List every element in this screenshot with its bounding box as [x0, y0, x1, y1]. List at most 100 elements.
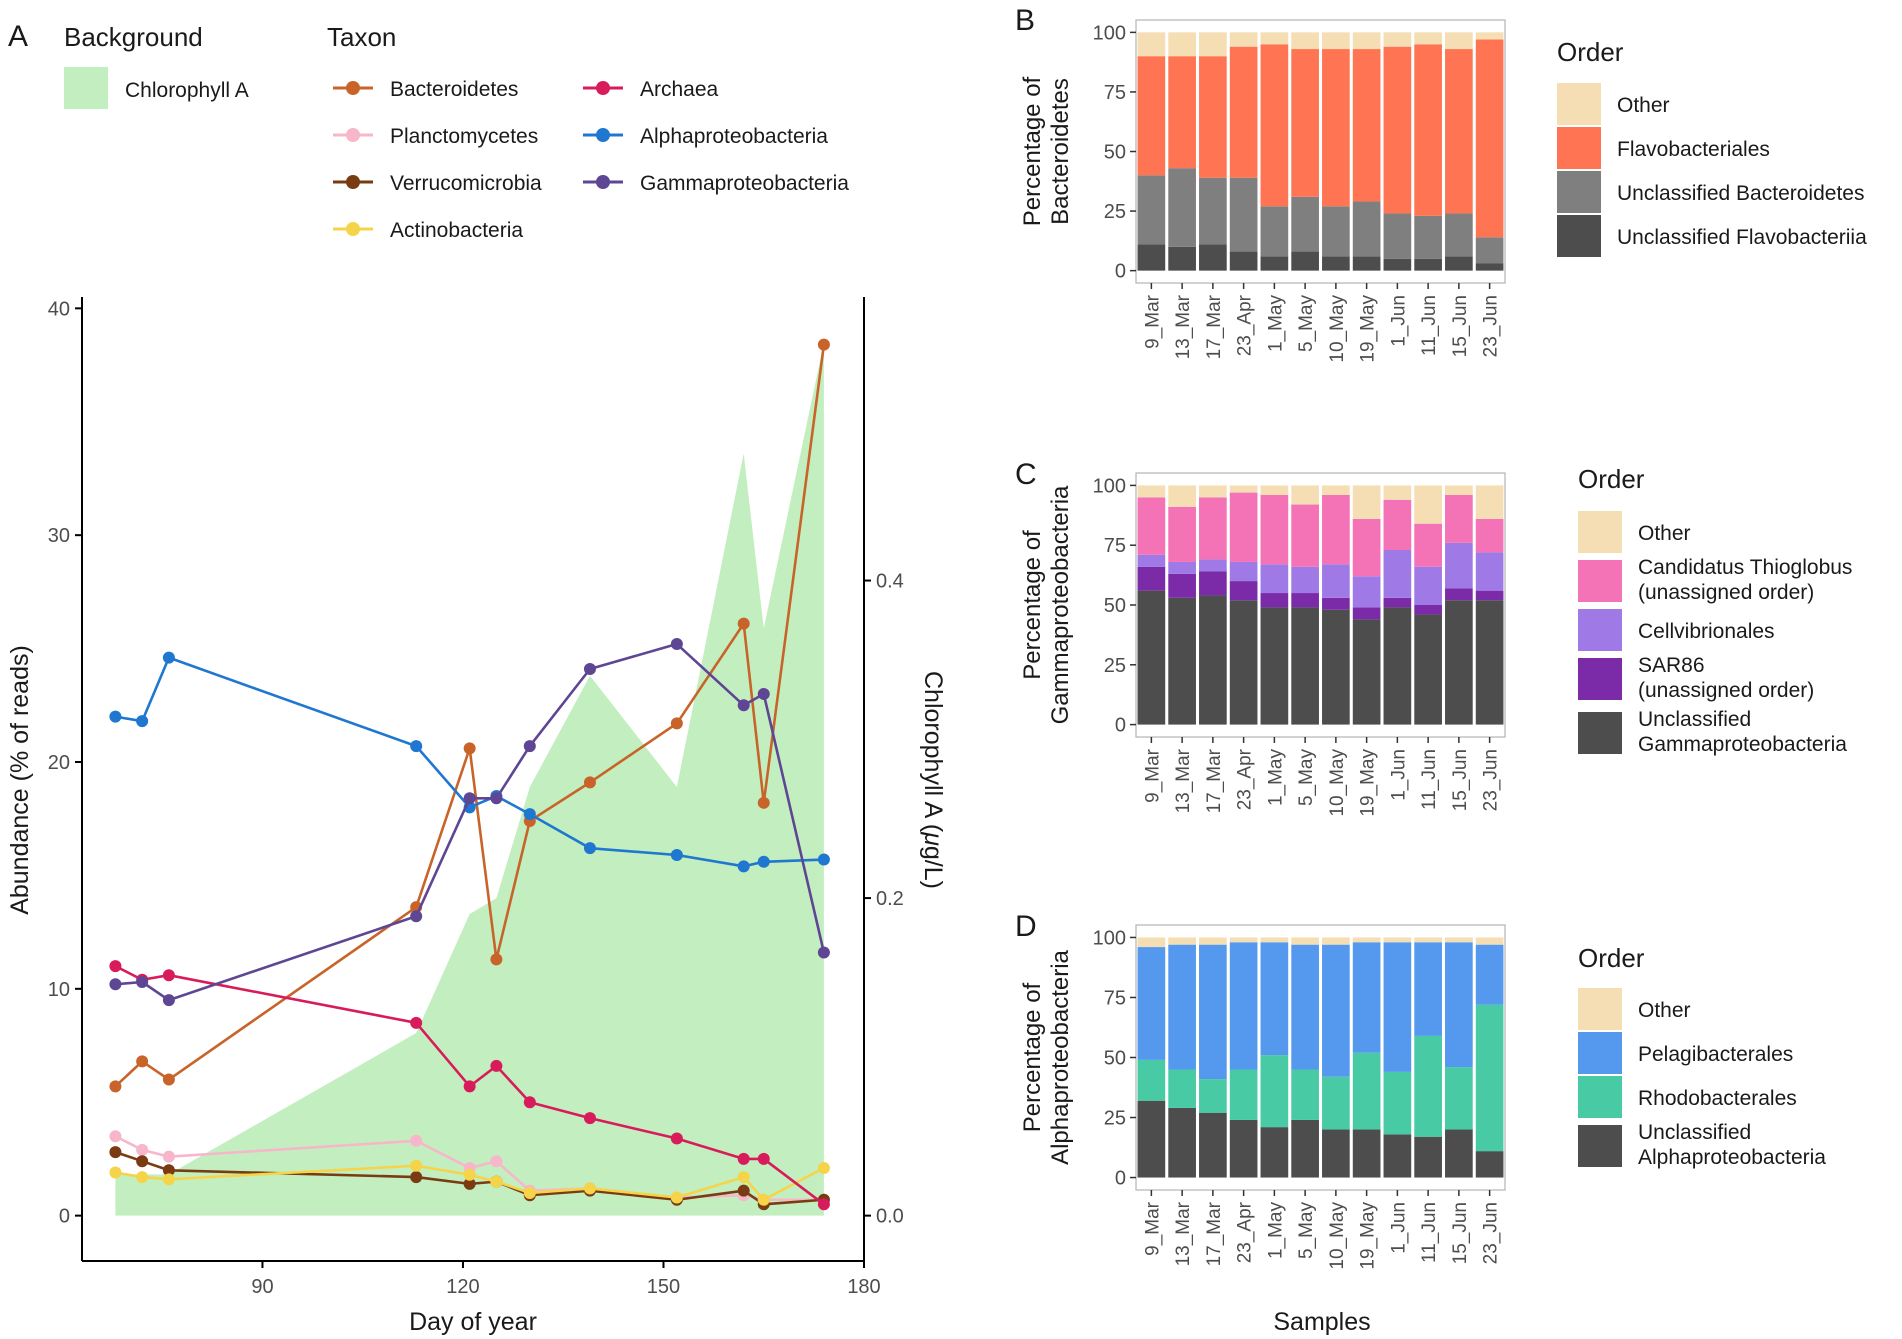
bar-segment-unclassified-bacteroidetes — [1475, 237, 1504, 264]
bar-segment-other — [1229, 32, 1258, 47]
bar-segment-sar86 — [1168, 573, 1196, 598]
bar-segment-sar86 — [1383, 597, 1412, 608]
bar-segment-unclassified-flavobacteriia — [1137, 244, 1166, 271]
sample-label: 19_May — [1358, 749, 1379, 817]
samples-axis-title: Samples — [1273, 1308, 1370, 1336]
bar-segment-other — [1137, 937, 1166, 948]
y-tick-label: 50 — [1104, 595, 1126, 617]
bar-segment-cellvibrionales — [1199, 559, 1227, 572]
sample-label: 13_Mar — [1173, 294, 1194, 359]
data-point-bacteroidetes — [817, 338, 830, 351]
data-point-alphaproteobacteria — [737, 860, 750, 873]
y-tick-label: 0 — [1115, 715, 1126, 737]
y-tick-label: 25 — [1104, 1108, 1126, 1130]
legend-label: Other — [1638, 522, 1691, 545]
bar-segment-rhodobacterales — [1322, 1076, 1350, 1130]
data-point-planctomycetes — [490, 1155, 503, 1168]
bar-segment-unclassified-bacteroidetes — [1137, 175, 1166, 245]
bar-segment-flavobacteriales — [1199, 56, 1227, 178]
bar-segment-cellvibrionales — [1352, 576, 1381, 608]
data-point-bacteroidetes — [490, 953, 503, 966]
bar-segment-cellvibrionales — [1260, 564, 1289, 594]
legend-label: Candidatus Thioglobus — [1638, 556, 1852, 579]
legend-label: Cellvibrionales — [1638, 620, 1775, 643]
y-tick-label: 0 — [59, 1206, 70, 1228]
legend-marker-bacteroidetes — [346, 81, 360, 95]
bar-segment-unclassified-gammaproteobacteria — [1445, 600, 1473, 725]
legend-key-other — [1578, 511, 1622, 553]
bar-segment-pelagibacterales — [1199, 944, 1227, 1080]
bar-segment-other — [1445, 32, 1473, 50]
legend-label: Rhodobacterales — [1638, 1087, 1797, 1110]
sample-label: 1_Jun — [1388, 295, 1409, 347]
bar-segment-unclassified-gammaproteobacteria — [1168, 597, 1196, 725]
bar-segment-unclassified-flavobacteriia — [1445, 256, 1473, 271]
data-point-actinobacteria — [463, 1168, 476, 1181]
bar-segment-flavobacteriales — [1291, 49, 1319, 197]
y2-axis-title: Chlorophyll A (μg/L) — [919, 671, 947, 889]
bar-segment-unclassified-bacteroidetes — [1445, 213, 1473, 257]
legend-key-candidatus-thioglobus — [1578, 560, 1622, 602]
sample-label: 10_May — [1327, 295, 1348, 363]
bar-segment-unclassified-alphaproteobacteria — [1445, 1129, 1473, 1178]
sample-label: 11_Jun — [1419, 749, 1440, 810]
data-point-bacteroidetes — [136, 1055, 149, 1068]
sample-label: 19_May — [1358, 295, 1379, 363]
bar-segment-rhodobacterales — [1137, 1059, 1166, 1101]
bar-segment-other — [1137, 32, 1166, 57]
bar-segment-unclassified-flavobacteriia — [1352, 256, 1381, 271]
chlorophyll-area — [115, 342, 824, 1216]
alphaproteobacteria-bar-chart: 9_Mar 13_Mar 17_Mar 23_Apr 1_May 5_May 10_May 1… — [1019, 924, 1826, 1270]
legend-key-flavobacteriales — [1557, 127, 1601, 169]
data-point-archaea — [109, 960, 122, 973]
bar-segment-candidatus-thioglobus — [1414, 523, 1442, 567]
plot-panel-d — [1135, 924, 1506, 1191]
data-point-bacteroidetes — [737, 617, 750, 630]
bar-segment-unclassified-bacteroidetes — [1260, 206, 1289, 257]
sample-label: 1_May — [1265, 749, 1286, 807]
legend-label-gammaproteobacteria: Gammaproteobacteria — [640, 172, 849, 195]
bar-segment-other — [1291, 485, 1319, 505]
bar-segment-sar86 — [1352, 607, 1381, 620]
y-tick-label: 10 — [48, 979, 70, 1001]
data-point-gammaproteobacteria — [523, 740, 536, 753]
sample-label: 23_Jun — [1481, 295, 1502, 357]
data-point-alphaproteobacteria — [162, 651, 175, 664]
bar-segment-candidatus-thioglobus — [1383, 499, 1412, 550]
bar-segment-unclassified-alphaproteobacteria — [1322, 1129, 1350, 1178]
legend-label: Flavobacteriales — [1617, 138, 1770, 161]
bar-segment-unclassified-alphaproteobacteria — [1260, 1127, 1289, 1178]
bar-segment-candidatus-thioglobus — [1322, 494, 1350, 565]
sample-label: 17_Mar — [1204, 294, 1225, 359]
data-point-verrucomicrobia — [162, 1164, 175, 1177]
bar-segment-other — [1475, 937, 1504, 945]
data-point-gammaproteobacteria — [162, 994, 175, 1007]
legend-key-unclassified-bacteroidetes — [1557, 171, 1601, 213]
bar-segment-unclassified-flavobacteriia — [1168, 246, 1196, 271]
bar-segment-flavobacteriales — [1352, 49, 1381, 202]
bar-segment-unclassified-flavobacteriia — [1260, 256, 1289, 271]
bar-segment-candidatus-thioglobus — [1137, 497, 1166, 555]
legend-label-verrucomicrobia: Verrucomicrobia — [390, 172, 542, 195]
bar-segment-pelagibacterales — [1352, 942, 1381, 1053]
y-tick-label: 0 — [1115, 1168, 1126, 1190]
gammaproteobacteria-bar-chart: 9_Mar 13_Mar 17_Mar 23_Apr 1_May 5_May 10_May 1… — [1019, 464, 1852, 817]
bar-segment-unclassified-alphaproteobacteria — [1137, 1100, 1166, 1178]
data-point-alphaproteobacteria — [757, 855, 770, 868]
legend-title: Order — [1557, 37, 1624, 67]
bar-segment-flavobacteriales — [1383, 46, 1412, 214]
legend-label: Other — [1617, 94, 1670, 117]
bar-segment-candidatus-thioglobus — [1475, 518, 1504, 553]
bar-segment-unclassified-flavobacteriia — [1414, 258, 1442, 271]
bar-segment-unclassified-gammaproteobacteria — [1383, 607, 1412, 725]
legend-label-planctomycetes: Planctomycetes — [390, 125, 538, 148]
bar-segment-other — [1260, 485, 1289, 495]
legend-key-cellvibrionales — [1578, 609, 1622, 651]
y-axis-title-line2: Bacteroidetes — [1047, 78, 1074, 225]
legend-marker-archaea — [596, 81, 610, 95]
sample-label: 13_Mar — [1173, 748, 1194, 813]
legend-label-alphaproteobacteria: Alphaproteobacteria — [640, 125, 828, 148]
bar-segment-cellvibrionales — [1322, 564, 1350, 598]
sample-label: 17_Mar — [1204, 748, 1225, 813]
bar-segment-sar86 — [1475, 590, 1504, 601]
